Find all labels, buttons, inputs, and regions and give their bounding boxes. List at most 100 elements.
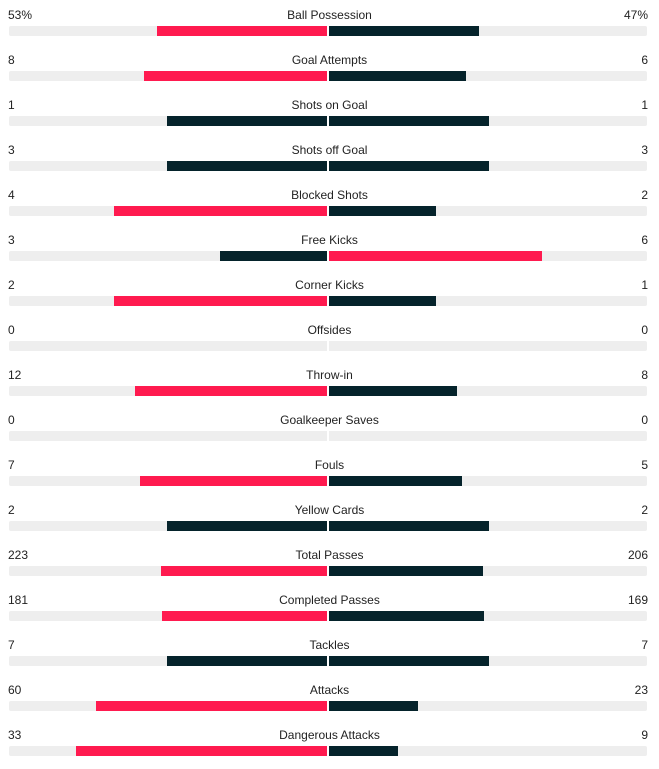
away-value: 2 bbox=[641, 503, 648, 517]
home-value: 7 bbox=[8, 458, 15, 472]
comparison-bar-track bbox=[9, 611, 647, 621]
home-value: 3 bbox=[8, 233, 15, 247]
home-bar bbox=[135, 386, 327, 396]
home-value: 12 bbox=[8, 368, 22, 382]
away-bar bbox=[329, 26, 480, 36]
home-bar bbox=[113, 296, 327, 306]
bar-center-divider bbox=[327, 26, 329, 36]
stat-row: 2 Yellow Cards 2 bbox=[0, 495, 659, 540]
home-bar bbox=[113, 206, 327, 216]
comparison-bar-track bbox=[9, 476, 647, 486]
comparison-bar-track bbox=[9, 296, 647, 306]
stat-label: Goal Attempts bbox=[291, 53, 368, 67]
stat-row: 223 Total Passes 206 bbox=[0, 540, 659, 585]
away-value: 8 bbox=[641, 368, 648, 382]
away-bar bbox=[329, 161, 489, 171]
away-value: 6 bbox=[641, 53, 648, 67]
stat-label: Total Passes bbox=[295, 548, 364, 562]
away-value: 0 bbox=[641, 323, 648, 337]
stat-row: 60 Attacks 23 bbox=[0, 675, 659, 720]
away-value: 169 bbox=[627, 593, 648, 607]
bar-center-divider bbox=[327, 701, 329, 711]
away-bar bbox=[329, 476, 463, 486]
stat-label: Yellow Cards bbox=[294, 503, 365, 517]
home-value: 60 bbox=[8, 683, 22, 697]
stat-label: Shots off Goal bbox=[291, 143, 368, 157]
stat-label: Free Kicks bbox=[301, 233, 358, 247]
away-value: 5 bbox=[641, 458, 648, 472]
home-bar bbox=[167, 521, 327, 531]
bar-center-divider bbox=[327, 341, 329, 351]
away-value: 2 bbox=[641, 188, 648, 202]
bar-center-divider bbox=[327, 611, 329, 621]
stat-row: 8 Goal Attempts 6 bbox=[0, 45, 659, 90]
home-value: 223 bbox=[8, 548, 29, 562]
home-bar bbox=[160, 566, 327, 576]
home-bar bbox=[167, 161, 327, 171]
home-value: 53% bbox=[8, 8, 33, 22]
stat-label: Tackles bbox=[309, 638, 350, 652]
stat-label: Ball Possession bbox=[287, 8, 372, 22]
stat-row: 7 Tackles 7 bbox=[0, 630, 659, 675]
bar-center-divider bbox=[327, 386, 329, 396]
home-value: 0 bbox=[8, 323, 15, 337]
stat-row: 0 Goalkeeper Saves 0 bbox=[0, 405, 659, 450]
bar-center-divider bbox=[327, 521, 329, 531]
home-value: 1 bbox=[8, 98, 15, 112]
stat-row: 33 Dangerous Attacks 9 bbox=[0, 720, 659, 765]
bar-center-divider bbox=[327, 251, 329, 261]
bar-center-divider bbox=[327, 296, 329, 306]
away-value: 23 bbox=[634, 683, 648, 697]
bar-center-divider bbox=[327, 206, 329, 216]
stat-label: Goalkeeper Saves bbox=[280, 413, 379, 427]
comparison-bar-track bbox=[9, 161, 647, 171]
stat-label: Offsides bbox=[307, 323, 352, 337]
away-value: 1 bbox=[641, 98, 648, 112]
away-bar bbox=[329, 611, 484, 621]
comparison-bar-track bbox=[9, 71, 647, 81]
home-bar bbox=[167, 656, 327, 666]
home-value: 8 bbox=[8, 53, 15, 67]
bar-center-divider bbox=[327, 431, 329, 441]
stat-label: Throw-in bbox=[306, 368, 353, 382]
home-value: 2 bbox=[8, 278, 15, 292]
home-bar bbox=[95, 701, 327, 711]
bar-center-divider bbox=[327, 746, 329, 756]
home-value: 7 bbox=[8, 638, 15, 652]
bar-center-divider bbox=[327, 656, 329, 666]
away-bar bbox=[329, 566, 483, 576]
home-value: 0 bbox=[8, 413, 15, 427]
home-value: 181 bbox=[8, 593, 29, 607]
home-value: 3 bbox=[8, 143, 15, 157]
bar-center-divider bbox=[327, 161, 329, 171]
home-bar bbox=[161, 611, 327, 621]
home-bar bbox=[157, 26, 327, 36]
stat-label: Shots on Goal bbox=[291, 98, 368, 112]
away-value: 7 bbox=[641, 638, 648, 652]
bar-center-divider bbox=[327, 566, 329, 576]
away-value: 0 bbox=[641, 413, 648, 427]
home-bar bbox=[167, 116, 327, 126]
comparison-bar-track bbox=[9, 701, 647, 711]
away-bar bbox=[329, 746, 398, 756]
away-value: 47% bbox=[623, 8, 648, 22]
stat-row: 0 Offsides 0 bbox=[0, 315, 659, 360]
stat-row: 181 Completed Passes 169 bbox=[0, 585, 659, 630]
comparison-bar-track bbox=[9, 746, 647, 756]
comparison-bar-track bbox=[9, 206, 647, 216]
stat-label: Fouls bbox=[314, 458, 345, 472]
away-bar bbox=[329, 656, 489, 666]
comparison-bar-track bbox=[9, 26, 647, 36]
away-bar bbox=[329, 206, 436, 216]
away-value: 206 bbox=[627, 548, 648, 562]
home-value: 33 bbox=[8, 728, 22, 742]
stat-label: Completed Passes bbox=[279, 593, 380, 607]
away-bar bbox=[329, 386, 457, 396]
bar-center-divider bbox=[327, 116, 329, 126]
stat-row: 7 Fouls 5 bbox=[0, 450, 659, 495]
comparison-bar-track bbox=[9, 386, 647, 396]
comparison-bar-track bbox=[9, 341, 647, 351]
bar-center-divider bbox=[327, 71, 329, 81]
away-bar bbox=[329, 296, 436, 306]
